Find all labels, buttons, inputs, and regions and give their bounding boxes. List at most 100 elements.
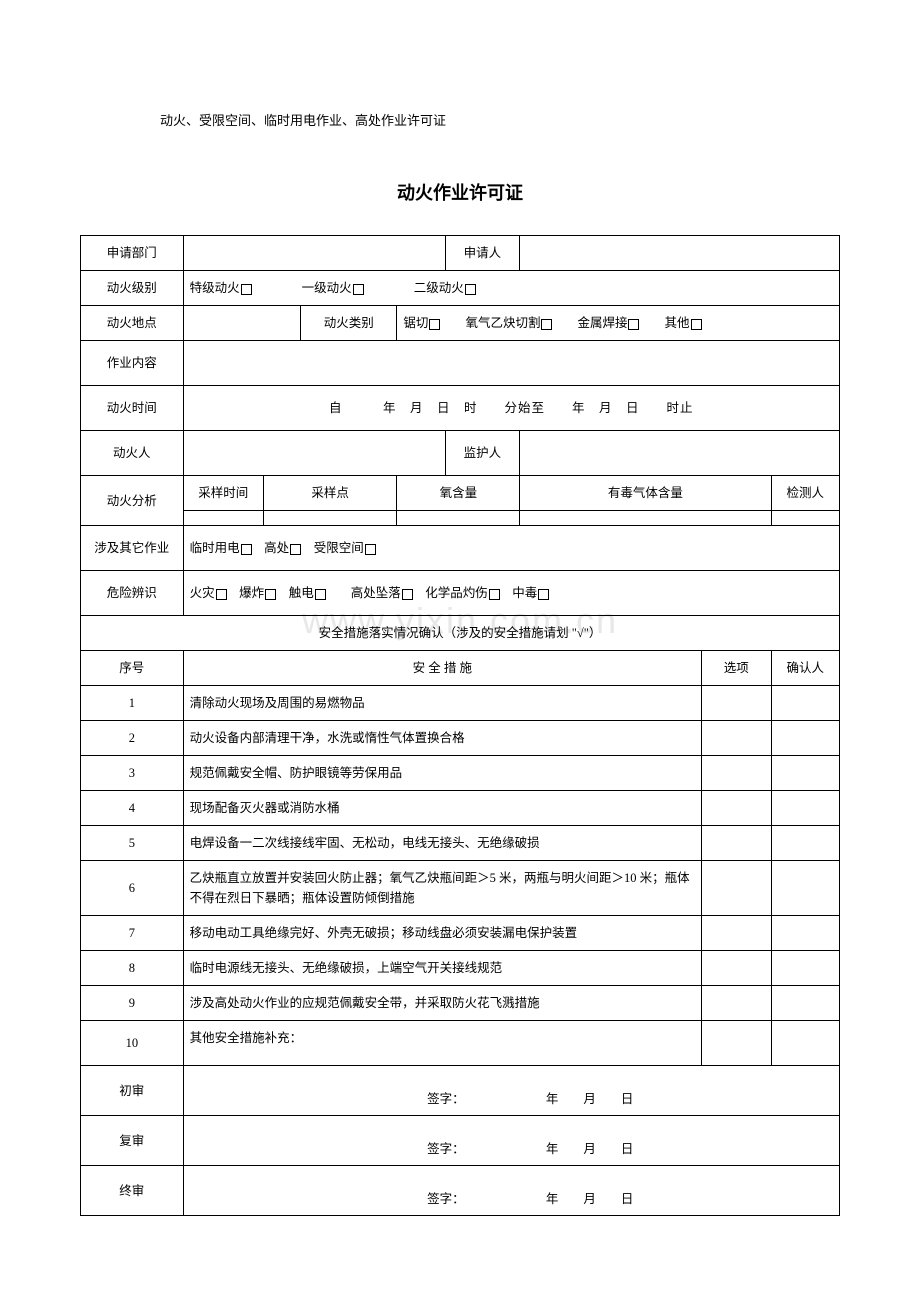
sign-text: 签字： 年 月 日 [427,1192,633,1206]
table-row: 6 乙炔瓶直立放置并安装回火防止器；氧气乙炔瓶间距＞5 米，两瓶与明火间距＞10… [81,861,840,916]
measure-option[interactable] [702,721,771,756]
label-other-work: 涉及其它作业 [81,526,184,571]
checkbox-icon[interactable] [365,544,376,555]
permit-table: 申请部门 申请人 动火级别 特级动火 一级动火 二级动火 动火地点 动火类别 锯… [80,235,840,1216]
measure-no: 10 [81,1021,184,1066]
measure-option[interactable] [702,791,771,826]
measure-no: 1 [81,686,184,721]
measure-confirmer[interactable] [771,861,839,916]
checkbox-icon[interactable] [691,319,702,330]
checkbox-icon[interactable] [489,589,500,600]
checkbox-icon[interactable] [265,589,276,600]
measure-option[interactable] [702,756,771,791]
type-weld: 金属焊接 [577,316,627,330]
type-saw: 锯切 [403,316,428,330]
field-hazard[interactable]: 火灾 爆炸 触电 高处坠落 化学品灼伤 中毒 [183,571,839,616]
field-fire-type[interactable]: 锯切 氧气乙炔切割 金属焊接 其他 [397,306,840,341]
field-sample-point[interactable] [263,511,397,526]
hz-chem: 化学品灼伤 [425,586,488,600]
field-first-review[interactable]: 签字： 年 月 日 [183,1066,839,1116]
measure-option[interactable] [702,986,771,1021]
label-sample-time: 采样时间 [183,476,263,511]
measure-option[interactable] [702,826,771,861]
checkbox-icon[interactable] [216,589,227,600]
hz-poison: 中毒 [512,586,537,600]
measure-confirmer[interactable] [771,756,839,791]
label-hazard: 危险辨识 [81,571,184,616]
field-apply-dept[interactable] [183,236,445,271]
label-second-review: 复审 [81,1116,184,1166]
label-fire-location: 动火地点 [81,306,184,341]
hz-shock: 触电 [289,586,314,600]
measure-no: 4 [81,791,184,826]
field-supervisor[interactable] [520,431,840,476]
measure-confirmer[interactable] [771,1021,839,1066]
field-fire-location[interactable] [183,306,301,341]
checkbox-icon[interactable] [538,589,549,600]
checkbox-icon[interactable] [315,589,326,600]
field-work-content[interactable] [183,341,839,386]
field-second-review[interactable]: 签字： 年 月 日 [183,1116,839,1166]
field-sample-time[interactable] [183,511,263,526]
checkbox-icon[interactable] [241,544,252,555]
checkbox-icon[interactable] [353,284,364,295]
checkbox-icon[interactable] [465,284,476,295]
checkbox-icon[interactable] [429,319,440,330]
field-final-review[interactable]: 签字： 年 月 日 [183,1166,839,1216]
table-row: 8 临时电源线无接头、无绝缘破损，上端空气开关接线规范 [81,951,840,986]
checkbox-icon[interactable] [402,589,413,600]
col-seq: 序号 [81,651,184,686]
measure-text: 规范佩戴安全帽、防护眼镜等劳保用品 [183,756,701,791]
type-oxy: 氧气乙炔切割 [465,316,540,330]
checkbox-icon[interactable] [290,544,301,555]
sign-text: 签字： 年 月 日 [427,1142,633,1156]
field-oxygen[interactable] [397,511,520,526]
checkbox-icon[interactable] [241,284,252,295]
table-row: 3 规范佩戴安全帽、防护眼镜等劳保用品 [81,756,840,791]
field-inspector[interactable] [771,511,839,526]
measure-confirmer[interactable] [771,826,839,861]
label-work-content: 作业内容 [81,341,184,386]
measure-no: 6 [81,861,184,916]
checkbox-icon[interactable] [541,319,552,330]
measure-option[interactable] [702,916,771,951]
level-2: 二级动火 [414,281,464,295]
field-fire-time[interactable]: 自 年 月 日 时 分始至 年 月 日 时止 [183,386,839,431]
measure-confirmer[interactable] [771,686,839,721]
measure-text: 移动电动工具绝缘完好、外壳无破损；移动线盘必须安装漏电保护装置 [183,916,701,951]
field-applicant[interactable] [520,236,840,271]
field-fire-person[interactable] [183,431,445,476]
measure-option[interactable] [702,861,771,916]
label-supervisor: 监护人 [445,431,520,476]
measure-text: 现场配备灭火器或消防水桶 [183,791,701,826]
label-fire-type: 动火类别 [301,306,397,341]
field-toxic[interactable] [520,511,771,526]
label-fire-person: 动火人 [81,431,184,476]
level-special: 特级动火 [190,281,240,295]
label-first-review: 初审 [81,1066,184,1116]
measure-option[interactable] [702,1021,771,1066]
measure-option[interactable] [702,951,771,986]
measure-option[interactable] [702,686,771,721]
col-measures: 安 全 措 施 [183,651,701,686]
table-row: 2 动火设备内部清理干净，水洗或惰性气体置换合格 [81,721,840,756]
label-fire-time: 动火时间 [81,386,184,431]
measure-no: 7 [81,916,184,951]
hz-fire: 火灾 [190,586,215,600]
measure-confirmer[interactable] [771,916,839,951]
measure-confirmer[interactable] [771,951,839,986]
measure-text: 临时电源线无接头、无绝缘破损，上端空气开关接线规范 [183,951,701,986]
field-other-work[interactable]: 临时用电 高处 受限空间 [183,526,839,571]
table-row: 4 现场配备灭火器或消防水桶 [81,791,840,826]
measure-confirmer[interactable] [771,721,839,756]
measure-confirmer[interactable] [771,791,839,826]
measure-confirmer[interactable] [771,986,839,1021]
label-apply-dept: 申请部门 [81,236,184,271]
field-fire-level[interactable]: 特级动火 一级动火 二级动火 [183,271,839,306]
hz-explode: 爆炸 [239,586,264,600]
level-1: 一级动火 [302,281,352,295]
measure-text: 清除动火现场及周围的易燃物品 [183,686,701,721]
checkbox-icon[interactable] [628,319,639,330]
measure-no: 5 [81,826,184,861]
table-row: 7 移动电动工具绝缘完好、外壳无破损；移动线盘必须安装漏电保护装置 [81,916,840,951]
